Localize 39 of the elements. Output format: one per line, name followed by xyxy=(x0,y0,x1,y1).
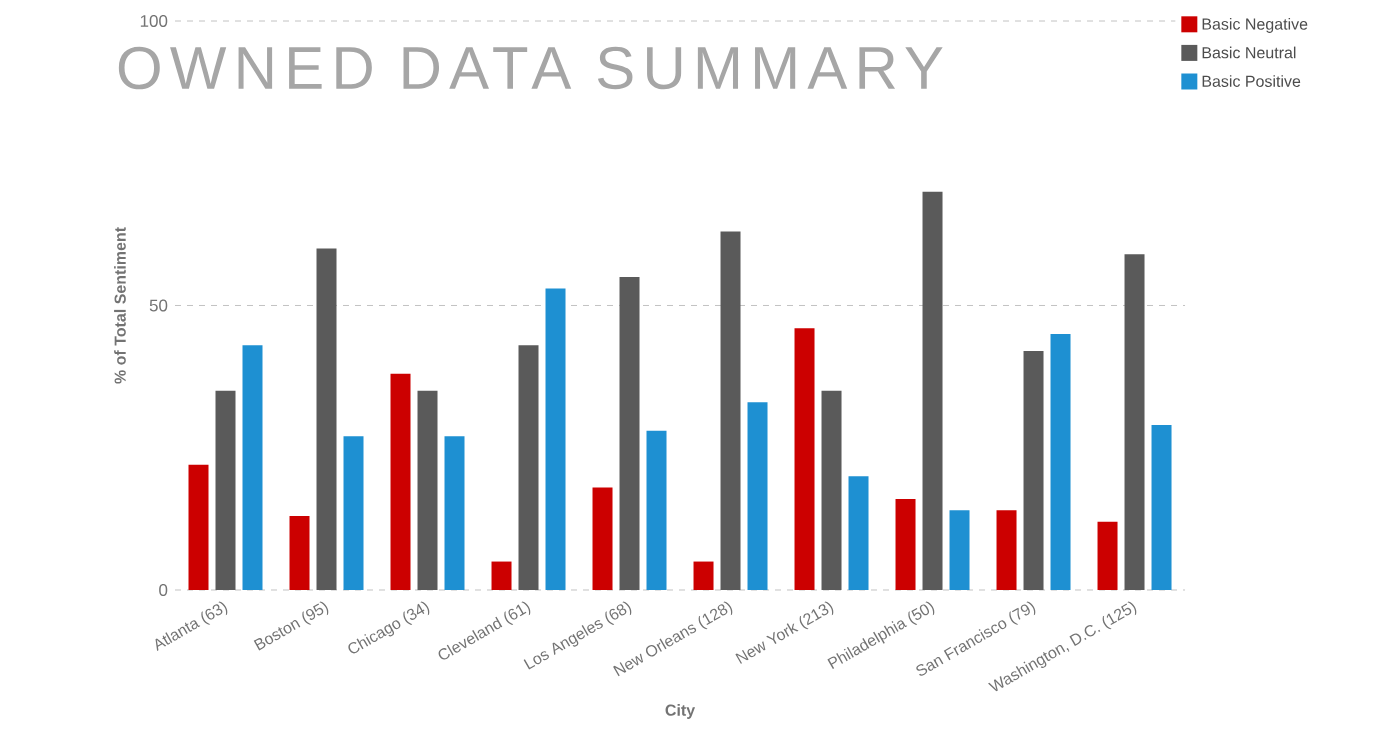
bar xyxy=(895,498,916,590)
bar xyxy=(545,288,566,590)
y-tick-label: 50 xyxy=(149,299,168,312)
bar xyxy=(444,436,465,590)
bar xyxy=(619,277,640,590)
bar xyxy=(720,231,741,590)
bar xyxy=(518,345,539,590)
legend-label: Basic Neutral xyxy=(1202,46,1296,59)
bar xyxy=(747,402,768,590)
y-tick-label: 0 xyxy=(159,584,168,597)
bar xyxy=(646,430,667,590)
bar xyxy=(188,464,209,590)
bar xyxy=(794,328,815,590)
bar xyxy=(491,561,512,590)
bar xyxy=(390,373,411,590)
bar xyxy=(215,390,236,590)
legend-label: Basic Negative xyxy=(1202,18,1308,33)
bar xyxy=(693,561,714,590)
legend-label: Basic Positive xyxy=(1202,75,1301,87)
y-tick-label: 100 xyxy=(140,14,168,28)
bar xyxy=(242,345,263,590)
x-axis-title: City xyxy=(665,704,696,719)
bar xyxy=(848,476,869,590)
bar xyxy=(922,191,943,590)
bar xyxy=(592,487,613,590)
bar xyxy=(417,390,438,590)
bar xyxy=(316,248,337,590)
bar xyxy=(1023,351,1044,590)
bar xyxy=(1151,424,1172,590)
bar xyxy=(821,390,842,590)
bar xyxy=(949,510,970,590)
bar xyxy=(343,436,364,590)
bar xyxy=(289,516,310,590)
bar xyxy=(1050,333,1071,590)
y-axis-title: % of Total Sentiment xyxy=(114,227,126,384)
bar xyxy=(1124,254,1145,590)
bar xyxy=(996,510,1017,590)
bar xyxy=(1097,521,1118,590)
chart-title: OWNED DATA SUMMARY xyxy=(118,46,943,90)
